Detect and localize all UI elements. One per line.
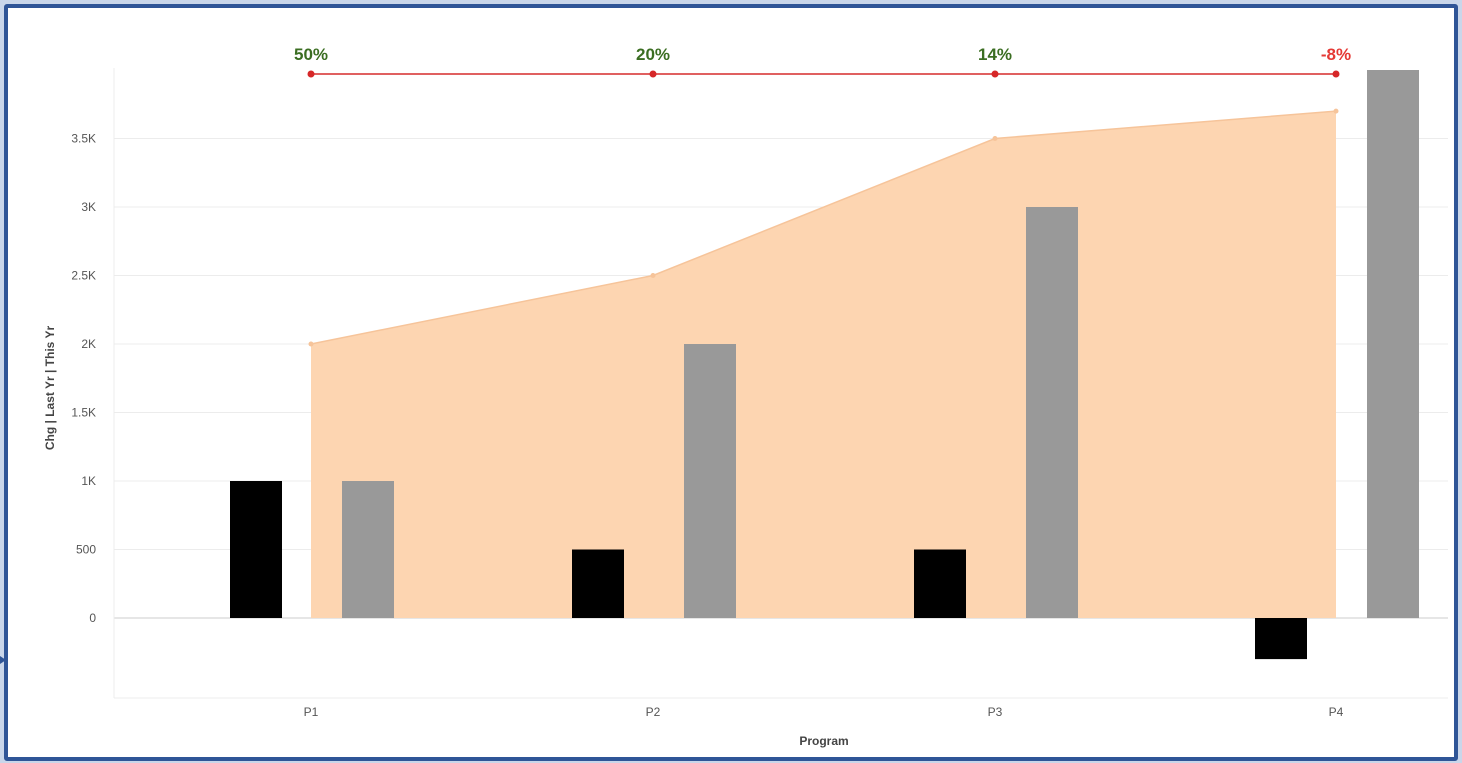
last-year-bar [1367, 70, 1419, 618]
y-tick-label: 2.5K [71, 269, 96, 283]
this-year-area [311, 111, 1336, 618]
y-tick-label: 0 [89, 611, 96, 625]
last-year-bar [1026, 207, 1078, 618]
last-year-bar [342, 481, 394, 618]
y-tick-label: 1K [81, 474, 96, 488]
chart-svg: 50% 20% 14% -8% 0 500 1K 1.5K 2K 2.5K 3K 3.5K P1 P2 P… [43, 45, 1448, 748]
x-tick-label: P1 [304, 705, 319, 719]
side-arrow-icon [0, 656, 6, 664]
chart-frame: 50% 20% 14% -8% 0 500 1K 1.5K 2K 2.5K 3K 3.5K P1 P2 P… [4, 4, 1458, 761]
chg-bar [1255, 618, 1307, 660]
y-axis-title: Chg | Last Yr | This Yr [43, 326, 57, 451]
pct-change-marker [649, 70, 657, 78]
this-year-point [992, 136, 998, 141]
chg-bar [914, 549, 966, 618]
this-year-line [310, 110, 1337, 345]
last-year-bar [684, 344, 736, 618]
chg-bar [572, 549, 624, 618]
pct-change-label: 14% [978, 45, 1012, 64]
pct-change-label: -8% [1321, 45, 1351, 64]
pct-change-marker [1332, 70, 1340, 78]
y-tick-label: 3.5K [71, 132, 96, 146]
y-tick-label: 2K [81, 337, 96, 351]
axis-layer: 0 500 1K 1.5K 2K 2.5K 3K 3.5K P1 P2 P3 P4 [71, 132, 1343, 720]
pct-change-marker [991, 70, 999, 78]
this-year-point [1333, 108, 1339, 114]
x-tick-label: P2 [646, 705, 661, 719]
chg-bar [230, 481, 282, 618]
pct-change-layer: 50% 20% 14% -8% [294, 45, 1351, 78]
bar-layer [230, 70, 1419, 660]
x-tick-label: P4 [1329, 705, 1344, 719]
y-tick-label: 500 [76, 543, 96, 557]
y-tick-label: 1.5K [71, 406, 96, 420]
pct-change-label: 20% [636, 45, 670, 64]
pct-change-label: 50% [294, 45, 328, 64]
this-year-point [650, 273, 656, 278]
y-tick-label: 3K [81, 200, 96, 214]
this-year-point [308, 341, 314, 347]
area-layer [308, 108, 1339, 618]
x-tick-label: P3 [988, 705, 1003, 719]
x-axis-title: Program [799, 734, 848, 748]
pct-change-marker [307, 70, 315, 78]
